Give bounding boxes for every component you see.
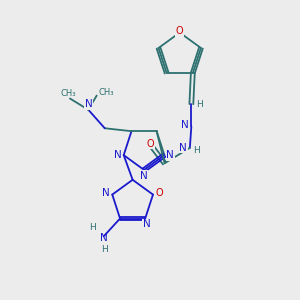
Text: H: H: [89, 223, 96, 232]
Text: H: H: [193, 146, 200, 155]
Text: O: O: [176, 26, 184, 36]
Text: O: O: [156, 188, 163, 198]
Text: N: N: [102, 188, 110, 198]
Text: N: N: [114, 150, 122, 160]
Text: H: H: [101, 245, 108, 254]
Text: N: N: [85, 100, 92, 110]
Text: N: N: [181, 120, 189, 130]
Text: N: N: [167, 150, 174, 160]
Text: N: N: [143, 220, 151, 230]
Text: N: N: [179, 143, 187, 153]
Text: CH₃: CH₃: [61, 89, 76, 98]
Text: N: N: [100, 233, 108, 243]
Text: CH₃: CH₃: [98, 88, 114, 97]
Text: O: O: [147, 139, 154, 149]
Text: H: H: [196, 100, 203, 109]
Text: N: N: [140, 171, 148, 181]
